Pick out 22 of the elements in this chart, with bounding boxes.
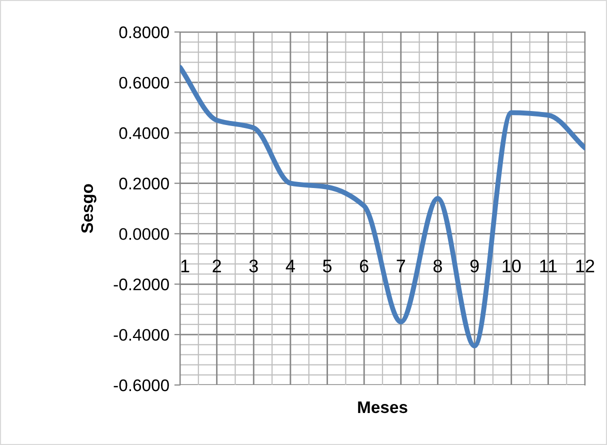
y-tick-label: -0.6000 xyxy=(114,379,169,392)
x-tick-label: 12 xyxy=(576,260,594,272)
y-tick-label: 0.8000 xyxy=(119,26,169,38)
y-tick-label: -0.2000 xyxy=(114,278,169,290)
x-tick-label: 11 xyxy=(540,260,557,272)
x-tick-label: 1 xyxy=(181,260,190,272)
y-tick-label: 0.6000 xyxy=(119,76,169,89)
x-tick-label: 8 xyxy=(433,260,442,272)
x-tick-label: 10 xyxy=(502,260,521,272)
x-tick-label: 6 xyxy=(360,260,368,272)
x-tick-label: 5 xyxy=(322,260,332,272)
x-axis-title: Meses xyxy=(358,401,408,414)
y-tick-label: 0.2000 xyxy=(119,178,169,190)
x-tick-label: 3 xyxy=(249,260,258,272)
x-tick-label: 9 xyxy=(470,260,479,272)
x-tick-label: 7 xyxy=(396,260,406,272)
x-tick-label: 4 xyxy=(286,260,295,272)
y-axis-title: Sesgo xyxy=(81,184,96,234)
y-tick-label: 0.4000 xyxy=(119,127,169,140)
y-tick-label: -0.4000 xyxy=(114,328,169,341)
x-tick-label: 2 xyxy=(212,260,221,272)
y-tick-label: 0.0000 xyxy=(119,228,169,240)
